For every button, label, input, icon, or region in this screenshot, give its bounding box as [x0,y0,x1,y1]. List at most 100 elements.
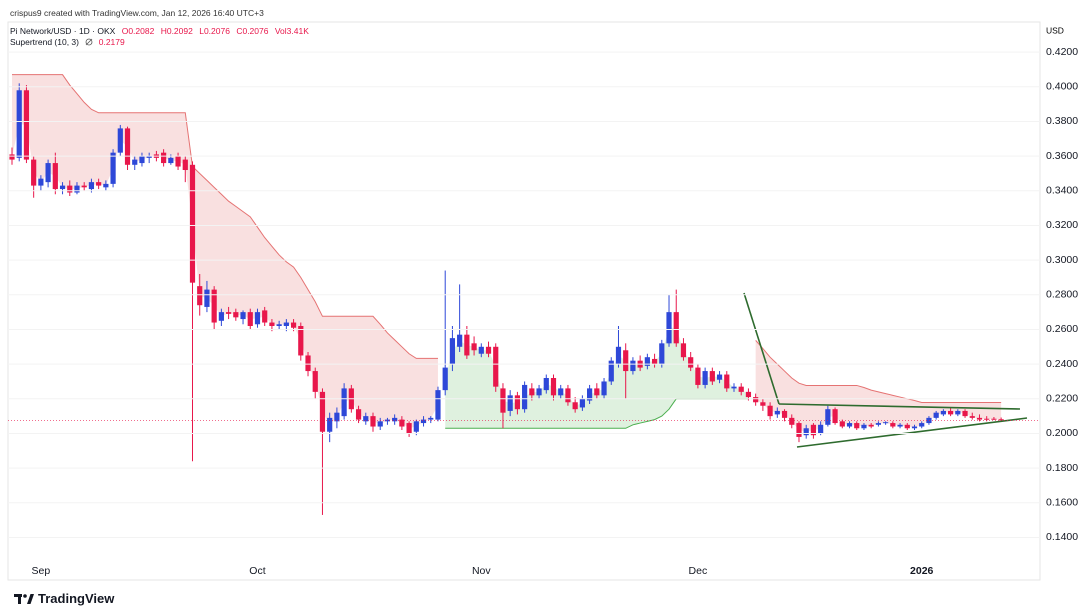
candle-body [384,419,391,422]
candle-body [471,343,477,351]
y-tick-label: 0.3000 [1046,254,1078,266]
trend-fill [755,340,1002,432]
candle-body [298,326,304,356]
candle-body [572,402,578,410]
candle-body [464,334,470,356]
candle-body [825,409,831,425]
candle-body [117,128,123,153]
candle-body [96,182,102,186]
indicator-name: Supertrend (10, 3) [10,37,79,47]
candle-body [341,388,347,417]
candle-body [926,417,932,424]
candle-body [904,424,910,429]
candle-body [355,409,362,420]
candle-body [558,388,564,396]
candle-body [940,410,946,415]
candle-body [319,391,326,432]
candle-body [601,381,607,396]
candle-body [88,182,95,190]
candle-body [608,360,614,382]
candle-body [175,156,181,167]
candle-body [218,312,224,321]
y-tick-label: 0.1600 [1046,497,1078,509]
x-tick-label: Sep [32,565,51,577]
candle-body [52,163,58,190]
ohlc-close: C0.2076 [236,26,269,36]
candle-body [81,185,87,188]
candle-body [543,378,549,391]
candle-body [550,378,557,396]
ohlc-low: L0.2076 [199,26,230,36]
candle-body [745,391,752,398]
trend-fills [12,74,1002,432]
footer-text: TradingView [38,591,115,606]
x-tick-label: Dec [689,565,708,577]
hide-icon[interactable] [85,38,93,46]
candle-body [168,157,174,164]
x-tick-label: Nov [472,565,491,577]
candle-body [789,417,795,425]
candle-body [399,419,405,427]
axes: 0.1400 0.1600 0.1800 0.2000 0.2200 0.2400 0.26… [8,46,1078,577]
candle-body [666,312,672,344]
trendline[interactable] [743,292,780,405]
drawings [743,292,1028,448]
candle-body [760,402,766,406]
candle-body [161,152,167,164]
candle-body [240,312,246,320]
candle-body [312,371,318,392]
candle-body [536,388,542,396]
candle-body [16,90,22,158]
candle-body [883,422,889,424]
candle-body [522,384,528,410]
y-tick-label: 0.4000 [1046,81,1078,93]
footer: TradingView [14,591,114,606]
y-tick-label: 0.2200 [1046,393,1078,405]
candle-body [428,417,434,420]
candle-body [529,388,535,396]
candle-body [738,386,744,392]
candle-body [998,419,1004,421]
candle-body [146,156,152,158]
candle-body [976,417,983,420]
candle-body [818,424,824,434]
candle-body [688,357,694,368]
candle-body [457,334,463,347]
candle-body [781,410,788,418]
candle-body [370,416,376,427]
supertrend-line [12,74,438,359]
ohlc-open: O0.2082 [121,26,155,36]
candle-body [442,367,448,391]
candle-body [702,371,708,385]
candle-body [659,343,665,365]
candle-body [189,164,196,283]
candle-body [962,410,968,417]
indicator-value: 0.2179 [98,37,125,47]
candle-body [124,128,131,165]
candle-body [485,346,492,354]
candle-body [478,346,484,354]
candle-body [182,159,188,170]
candle-body [861,424,867,429]
candle-body [283,322,289,326]
candle-body [565,388,571,403]
candle-body [276,324,282,326]
y-tick-label: 0.2600 [1046,323,1078,335]
candle-body [897,424,903,427]
candle-body [651,358,658,365]
indicator-legend: Supertrend (10, 3) 0.2179 [10,37,129,47]
candle-body [680,343,687,358]
y-tick-label: 0.1400 [1046,531,1078,543]
y-tick-label: 0.3600 [1046,150,1078,162]
candle-body [23,90,30,160]
candle-body [969,416,975,418]
trendline[interactable] [778,403,1021,410]
candle-body [673,312,679,344]
y-tick-label: 0.3200 [1046,219,1078,231]
candle-body [854,423,860,429]
trendline[interactable] [796,417,1028,448]
candle-body [110,152,116,184]
y-tick-label: 0.3800 [1046,115,1078,127]
candle-body [305,355,311,372]
